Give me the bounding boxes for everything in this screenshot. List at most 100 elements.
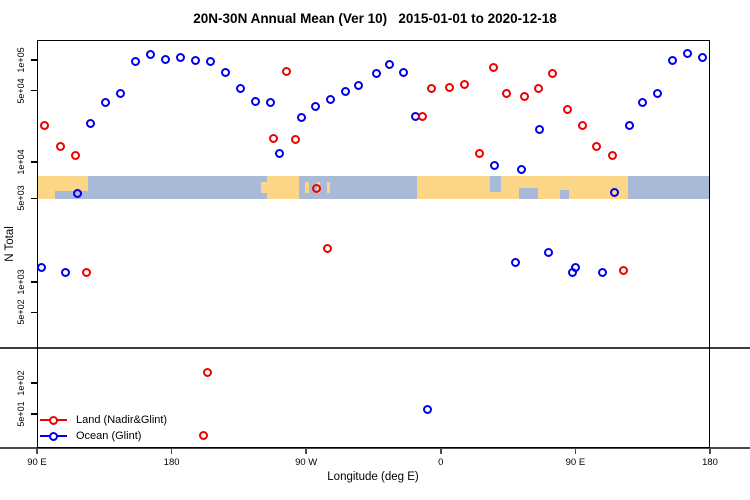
data-point-land <box>475 149 485 159</box>
x-tick-label: 90 E <box>565 457 586 468</box>
data-point-land <box>71 151 81 161</box>
data-point-ocean <box>668 56 678 66</box>
y-tick-mark <box>31 161 37 163</box>
y-tick-mark <box>31 413 37 415</box>
data-point-land <box>81 267 91 277</box>
x-tick-label: 180 <box>702 457 718 468</box>
legend-label: Land (Nadir&Glint) <box>76 414 168 426</box>
data-point-ocean <box>72 188 82 198</box>
data-point-land <box>488 63 498 73</box>
data-point-ocean <box>176 52 186 62</box>
data-point-land <box>39 120 49 130</box>
data-point-ocean <box>274 148 284 158</box>
data-point-land <box>520 91 530 101</box>
data-point-ocean <box>570 262 580 272</box>
legend-marker-icon <box>49 431 58 441</box>
x-tick-label: 0 <box>438 457 444 468</box>
data-point-ocean <box>146 50 156 60</box>
data-point-ocean <box>310 102 320 111</box>
data-point-land <box>291 134 301 144</box>
data-point-ocean <box>535 125 544 135</box>
data-point-ocean <box>517 164 527 174</box>
x-tick-mark <box>440 449 442 454</box>
data-point-land <box>618 266 628 276</box>
x-tick-label: 180 <box>163 457 180 468</box>
y-tick-mark <box>31 281 37 283</box>
data-point-ocean <box>60 268 70 278</box>
data-point-ocean <box>385 59 395 69</box>
x-axis-label: Longitude (deg E) <box>327 471 419 483</box>
x-tick-mark <box>170 449 173 454</box>
land-segment <box>267 176 299 199</box>
data-point-land <box>268 133 278 143</box>
x-tick-mark <box>305 449 307 454</box>
data-point-ocean <box>161 54 171 64</box>
y-tick-mark <box>31 382 37 384</box>
y-tick-label: 1e+03 <box>16 269 26 295</box>
data-point-land <box>322 244 332 254</box>
data-point-land <box>282 66 292 76</box>
data-point-land <box>563 104 573 114</box>
data-point-land <box>533 84 543 94</box>
data-point-land <box>418 111 428 121</box>
y-tick-label: 5e+04 <box>16 78 26 104</box>
data-point-land <box>427 84 437 94</box>
y-axis-label: N Total <box>4 226 16 262</box>
y-tick-label: 1e+04 <box>16 149 26 175</box>
data-point-ocean <box>101 98 111 108</box>
plot-border <box>37 40 710 448</box>
data-point-ocean <box>398 67 408 77</box>
data-point-ocean <box>683 49 693 59</box>
y-tick-label: 1e+02 <box>16 370 26 396</box>
x-tick-mark <box>574 449 577 454</box>
data-point-ocean <box>624 120 634 130</box>
data-point-ocean <box>511 258 521 268</box>
map-strip <box>37 176 710 199</box>
data-point-ocean <box>490 160 500 170</box>
data-point-ocean <box>597 268 607 278</box>
data-point-ocean <box>698 52 708 62</box>
data-point-land <box>56 141 66 151</box>
data-point-land <box>198 430 208 440</box>
data-point-ocean <box>653 88 663 98</box>
legend-marker-icon <box>49 415 58 425</box>
x-tick-mark <box>36 449 38 454</box>
data-point-land <box>312 184 322 194</box>
ocean-notch <box>54 190 88 199</box>
data-point-land <box>502 88 512 98</box>
y-tick-mark <box>31 311 37 314</box>
data-point-land <box>202 368 212 378</box>
data-point-land <box>548 69 558 79</box>
ocean-notch <box>560 189 570 199</box>
data-point-ocean <box>265 98 275 108</box>
y-tick-mark <box>31 197 37 199</box>
data-point-ocean <box>86 119 96 129</box>
data-point-ocean <box>235 83 245 93</box>
y-tick-mark <box>31 90 37 92</box>
data-point-ocean <box>36 262 46 272</box>
data-point-ocean <box>297 112 307 122</box>
ocean-notch <box>518 187 538 199</box>
data-point-ocean <box>250 97 260 107</box>
y-tick-label: 1e+05 <box>16 47 26 73</box>
data-point-ocean <box>354 81 364 91</box>
data-point-ocean <box>422 405 432 415</box>
x-tick-mark <box>709 449 711 454</box>
y-tick-label: 5e+01 <box>16 401 26 427</box>
data-point-ocean <box>191 55 201 65</box>
ocean-notch <box>490 176 501 193</box>
x-tick-label: 90 W <box>295 457 318 468</box>
data-point-ocean <box>340 87 350 97</box>
data-point-land <box>578 120 588 130</box>
legend-label: Ocean (Glint) <box>76 430 142 442</box>
x-tick-label: 90 E <box>27 457 47 468</box>
data-point-ocean <box>116 88 126 98</box>
y-tick-label: 5e+03 <box>16 185 26 211</box>
island-patch <box>327 181 331 194</box>
data-point-ocean <box>371 69 381 79</box>
data-point-land <box>608 150 618 160</box>
data-point-ocean <box>131 57 141 67</box>
data-point-ocean <box>205 57 215 67</box>
data-point-ocean <box>325 94 335 104</box>
